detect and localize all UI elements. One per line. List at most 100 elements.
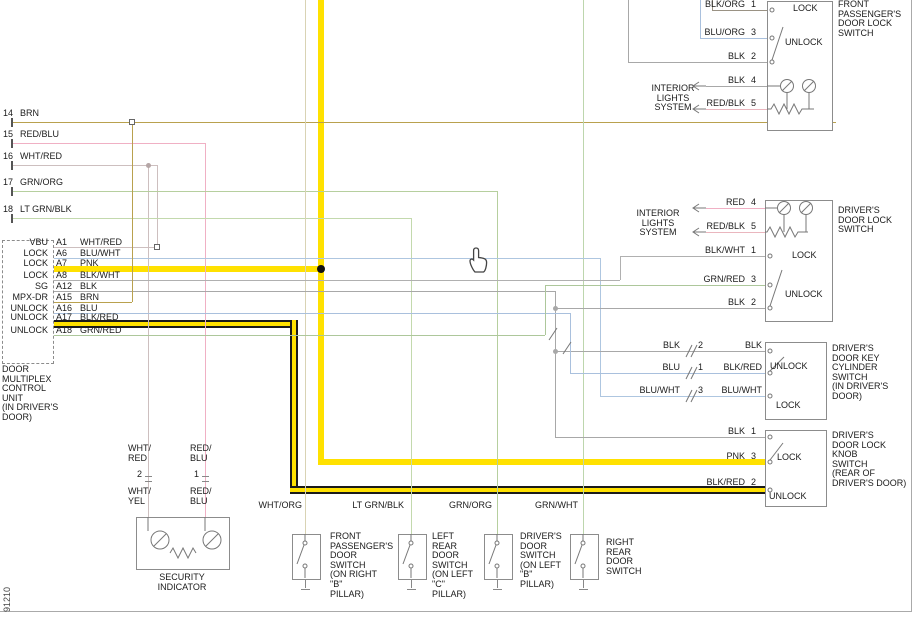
- row-wire-label: BLK: [727, 75, 745, 85]
- right-rear-door-switch-label: RIGHT REAR DOOR SWITCH: [606, 537, 642, 576]
- left-rear-door-switch-label: LEFT REAR DOOR SWITCH (ON LEFT "C" PILLA…: [432, 531, 474, 599]
- wire-a15-brn-horizontal[interactable]: [54, 302, 132, 303]
- wire-ltgrnblk-vertical[interactable]: [411, 218, 412, 534]
- wire-a18-grnred-vertical[interactable]: [545, 285, 546, 335]
- wire-keycyl-blu-row[interactable]: [570, 373, 765, 374]
- passenger-door-lock-switch-box[interactable]: [767, 1, 833, 131]
- cu-pin-wire: WHT/RED: [80, 237, 122, 247]
- door-multiplex-control-unit-box[interactable]: [2, 240, 54, 364]
- wire-passenger-blk2-vertical[interactable]: [628, 0, 629, 62]
- wire-pnk-highlight-vertical[interactable]: [318, 0, 324, 465]
- wire-driverswitch-blkwht-row[interactable]: [620, 256, 765, 257]
- wire-ltgrnblk-horizontal[interactable]: [12, 218, 411, 219]
- pin-tick: [11, 139, 13, 148]
- wire-a8-blkwht-vertical[interactable]: [620, 256, 621, 280]
- figure-number: 91210: [2, 586, 12, 612]
- wire-driverswitch-blk-row[interactable]: [555, 308, 765, 309]
- wire-a16-blu-vertical[interactable]: [570, 313, 571, 373]
- wire-grnwht-vertical[interactable]: [583, 0, 584, 534]
- row-wire-outer-label: BLU/WHT: [639, 385, 681, 395]
- cu-pin-wire: GRN/RED: [80, 325, 122, 335]
- pin-number: 16: [3, 151, 14, 161]
- wire-a8-blkwht-horizontal[interactable]: [54, 280, 620, 281]
- wire-color-label: RED/BLU: [20, 129, 60, 139]
- row-wire-label: RED/BLK: [706, 221, 745, 231]
- wire-pnk-highlight-horizontal-a7[interactable]: [54, 266, 324, 272]
- wire-passenger-blkorg-row[interactable]: [712, 10, 767, 11]
- driver-door-lock-switch-box[interactable]: [765, 200, 833, 322]
- wire-driverswitch-redblk-row[interactable]: [706, 232, 765, 233]
- row-pin-label: 5: [751, 98, 757, 108]
- connector-tick: [145, 481, 152, 482]
- wire-a15-brn-vertical[interactable]: [132, 122, 133, 302]
- row-wire-label: RED/BLK: [706, 98, 745, 108]
- wire-a12-blk-horizontal[interactable]: [54, 291, 555, 292]
- cu-pin-id: A12: [56, 281, 73, 291]
- row-pin-label: 1: [751, 245, 757, 255]
- wire-a1-whtred[interactable]: [54, 247, 157, 248]
- switch-position-label: UNLOCK: [770, 361, 808, 371]
- front-passenger-door-switch-box[interactable]: [292, 534, 321, 580]
- splice-marker: [154, 244, 160, 250]
- control-unit-label: DOOR MULTIPLEX CONTROL UNIT (IN DRIVER'S…: [2, 364, 59, 422]
- wire-passenger-redblk5-row[interactable]: [706, 109, 767, 110]
- cu-pin-id: A15: [56, 292, 73, 302]
- wire-grnorg-horizontal[interactable]: [12, 191, 497, 192]
- row-wire-label: BLK: [727, 297, 745, 307]
- ground-tick: [301, 589, 310, 590]
- wire-passenger-blk4-row[interactable]: [706, 86, 767, 87]
- cu-pin-wire: BLU/WHT: [80, 248, 121, 258]
- wire-blkred-highlight-horizontal-a17[interactable]: [54, 320, 298, 328]
- key-cylinder-switch-box[interactable]: [765, 342, 827, 420]
- wire-a6-bluwht-horizontal[interactable]: [54, 258, 600, 259]
- wire-driverswitch-grnred-row[interactable]: [545, 285, 765, 286]
- wire-redblu-horizontal[interactable]: [12, 143, 205, 144]
- wire-driverswitch-red-row[interactable]: [706, 208, 765, 209]
- ground-stub: [497, 578, 498, 588]
- wire-blk-vertical[interactable]: [555, 291, 556, 437]
- switch-position-label: UNLOCK: [785, 37, 823, 47]
- row-pin-label: 3: [698, 385, 704, 395]
- wire-a6-bluwht-vertical[interactable]: [600, 258, 601, 396]
- security-indicator-box[interactable]: [136, 517, 230, 570]
- wire-passenger-blkorg-vertical[interactable]: [712, 0, 713, 10]
- wire-knob-blk-row[interactable]: [555, 437, 765, 438]
- wire-whtorg-vertical[interactable]: [305, 0, 306, 534]
- security-wire-top-left: WHT/ RED: [128, 443, 151, 463]
- wire-passenger-blk2-row[interactable]: [628, 62, 767, 63]
- wire-a16-blu-horizontal[interactable]: [54, 313, 570, 314]
- page-border-bottom: [0, 611, 912, 612]
- wire-blkred-highlight-vertical[interactable]: [290, 320, 298, 494]
- wire-pnk-highlight-horizontal-knob[interactable]: [318, 459, 765, 465]
- pin-tick: [11, 214, 13, 223]
- ground-stub: [583, 578, 584, 588]
- wire-whtred-horizontal[interactable]: [12, 165, 157, 166]
- cu-pin-id: A6: [56, 248, 68, 258]
- wire-whtred-vertical-a1[interactable]: [157, 165, 158, 247]
- switch-position-label: LOCK: [793, 3, 818, 13]
- cu-pin-id: A16: [56, 303, 73, 313]
- wire-passenger-bluorg-row[interactable]: [700, 38, 767, 39]
- ground-stub: [411, 578, 412, 588]
- cu-pin-name: LOCK: [23, 248, 48, 258]
- switch-position-label: LOCK: [776, 400, 801, 410]
- wire-keycyl-bluwht-row[interactable]: [600, 396, 765, 397]
- connector-tick: [145, 476, 152, 477]
- wire-passenger-bluorg-vertical[interactable]: [700, 0, 701, 38]
- wire-brn-horizontal[interactable]: [12, 122, 836, 123]
- left-rear-door-switch-box[interactable]: [398, 534, 427, 580]
- cu-pin-name: UNLOCK: [10, 303, 48, 313]
- wire-whtred-vertical-security[interactable]: [148, 165, 149, 517]
- wire-blkred-highlight-horizontal-knob[interactable]: [290, 486, 765, 494]
- pin-tick: [11, 187, 13, 196]
- pin-number: 15: [3, 129, 14, 139]
- wire-keycyl-blk-row[interactable]: [555, 351, 765, 352]
- driver-door-switch-box[interactable]: [484, 534, 513, 580]
- cu-pin-id: A8: [56, 270, 68, 280]
- right-rear-door-switch-box[interactable]: [570, 534, 599, 580]
- wire-redblu-vertical[interactable]: [205, 143, 206, 517]
- row-pin-label: 1: [698, 362, 704, 372]
- row-wire-label: BLK/ORG: [704, 0, 745, 9]
- wire-grnorg-vertical[interactable]: [497, 191, 498, 534]
- wire-a18-grnred-horizontal[interactable]: [54, 335, 545, 336]
